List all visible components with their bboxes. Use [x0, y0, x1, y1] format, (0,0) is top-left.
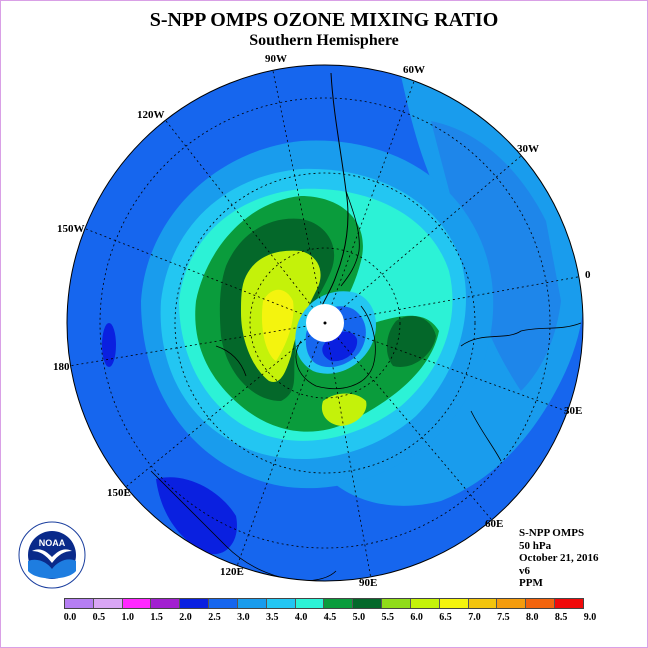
colorbar-tick-label: 9.0 [583, 612, 597, 623]
lon-label-30e: 30E [564, 405, 583, 417]
lon-label-90e: 90E [359, 577, 378, 589]
colorbar-segment [555, 599, 583, 608]
colorbar-tick-label: 0.0 [63, 612, 77, 623]
colorbar-tick-label: 7.0 [468, 612, 481, 623]
colorbar-tick-label: 4.0 [294, 612, 308, 623]
info-level: 50 hPa [519, 539, 552, 552]
lon-label-150e: 150E [107, 487, 131, 499]
lon-label-60e: 60E [485, 518, 504, 530]
colorbar-segment [180, 599, 210, 608]
colorbar-segment [122, 599, 152, 608]
info-units: PPM [519, 577, 543, 590]
colorbar-tick-label: 6.0 [410, 612, 423, 623]
colorbar-segment [65, 599, 94, 608]
noaa-seagull-logo-icon: NOAA [18, 521, 86, 589]
colorbar-tick-label: 2.0 [179, 612, 192, 623]
colorbar-tick-label: 5.5 [381, 612, 395, 623]
colorbar-segment [266, 599, 296, 608]
page-title: S-NPP OMPS OZONE MIXING RATIO [149, 9, 499, 31]
lon-label-120e: 120E [220, 566, 244, 578]
info-date: October 21, 2016 [519, 552, 599, 565]
colorbar-segment [353, 599, 383, 608]
colorbar-tick-label: 6.5 [439, 612, 452, 623]
colorbar-segment [324, 599, 354, 608]
page-subtitle: Southern Hemisphere [249, 32, 399, 49]
ozone-field [67, 65, 583, 581]
lon-label-30w: 30W [517, 143, 539, 155]
colorbar-labels: 0.0 0.5 1.0 1.5 2.0 2.5 3.0 3.5 4.0 4.5 5.0 5.5 6.0 6… [1, 612, 647, 626]
colorbar-tick-label: 1.5 [150, 612, 163, 623]
colorbar-segment [468, 599, 498, 608]
colorbar-segment [151, 599, 181, 608]
lon-label-150w: 150W [57, 223, 85, 235]
colorbar-tick-label: 0.5 [92, 612, 106, 623]
colorbar-tick-label: 8.5 [554, 612, 568, 623]
colorbar-segment [382, 599, 411, 608]
info-block: S-NPP OMPS 50 hPa October 21, 2016 v6 PP… [519, 527, 599, 590]
colorbar-tick-label: 5.0 [352, 612, 366, 623]
colorbar-tick-label: 2.5 [208, 612, 221, 623]
colorbar-tick-label: 8.0 [525, 612, 539, 623]
lon-label-90w: 90W [265, 53, 287, 65]
colorbar-segment [237, 599, 267, 608]
lon-label-60w: 60W [403, 64, 425, 76]
colorbar-segment [526, 599, 556, 608]
colorbar [64, 598, 584, 609]
colorbar-segment [93, 599, 123, 608]
colorbar-segment [295, 599, 325, 608]
colorbar-segment [209, 599, 238, 608]
lon-label-0: 0 [585, 269, 591, 281]
colorbar-tick-label: 1.0 [121, 612, 135, 623]
colorbar-tick-label: 3.5 [265, 612, 279, 623]
logo-text: NOAA [39, 538, 66, 548]
lon-label-180: 180 [53, 361, 70, 373]
info-version: v6 [519, 564, 530, 577]
colorbar-tick-label: 3.0 [237, 612, 250, 623]
lon-label-120w: 120W [137, 109, 165, 121]
colorbar-segment [497, 599, 527, 608]
colorbar-segment [439, 599, 469, 608]
colorbar-segment [410, 599, 440, 608]
colorbar-tick-label: 7.5 [497, 612, 510, 623]
info-instrument: S-NPP OMPS [519, 527, 585, 539]
colorbar-tick-label: 4.5 [323, 612, 337, 623]
